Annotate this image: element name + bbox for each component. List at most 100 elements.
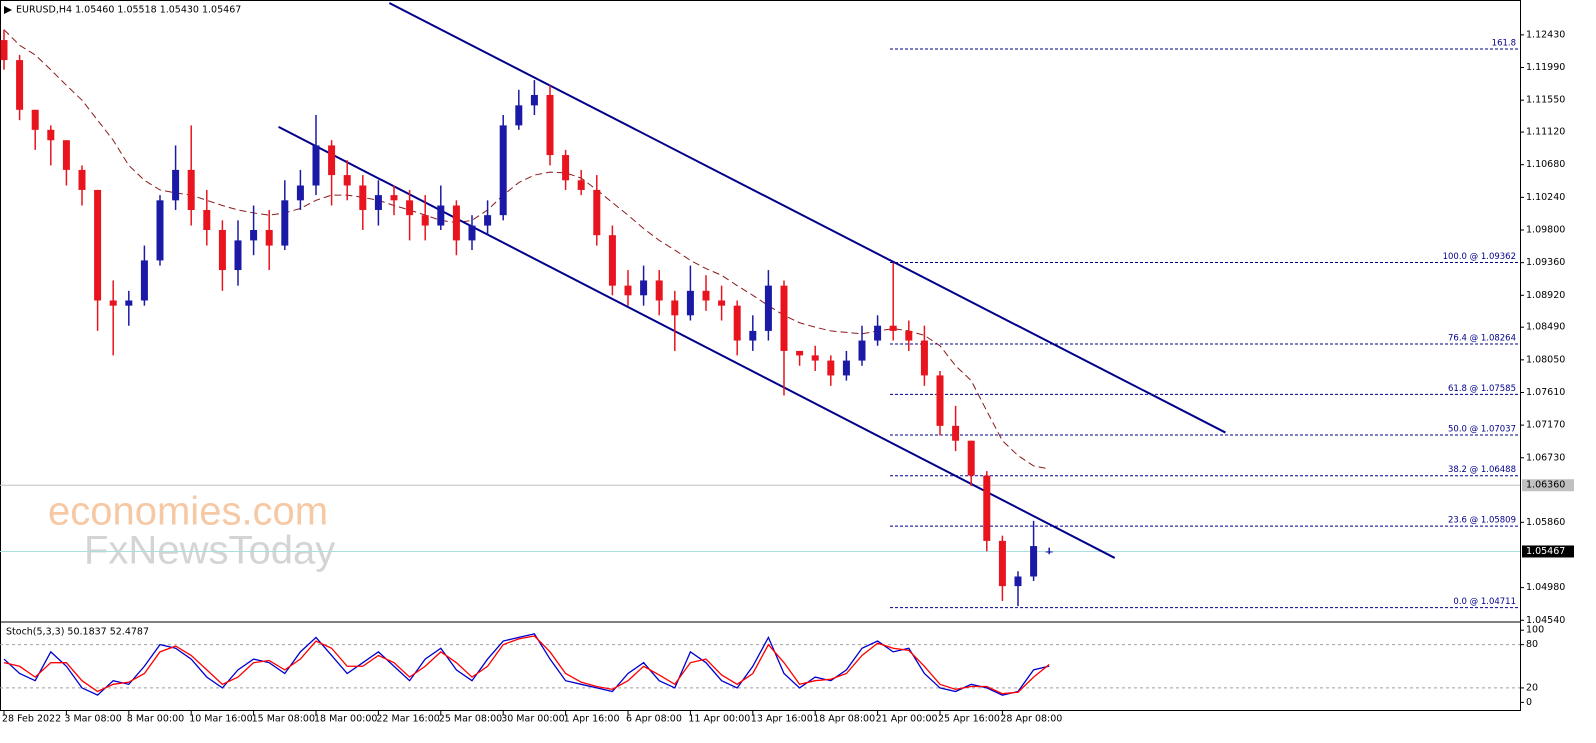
indicator-title: Stoch(5,3,3) 50.1837 52.4787: [6, 627, 149, 638]
candle-body: [47, 129, 55, 141]
watermark: economies.com: [48, 490, 328, 534]
candle-body: [250, 230, 258, 241]
candle-body: [499, 125, 507, 216]
candle-body: [780, 285, 788, 351]
fibo-label: 100.0 @ 1.09362: [1443, 252, 1516, 262]
fibo-label: 0.0 @ 1.04711: [1453, 597, 1516, 607]
candle-body: [234, 240, 242, 271]
candle-body: [593, 189, 601, 236]
candle-body: [952, 425, 960, 441]
candle-body: [406, 200, 414, 216]
y-tick-label: 1.04540: [1526, 615, 1565, 626]
y-tick-label: 1.07610: [1526, 387, 1565, 398]
candle-body: [608, 235, 616, 286]
candle-body: [374, 195, 382, 210]
fibo-label: 38.2 @ 1.06488: [1448, 465, 1516, 475]
x-tick-label: 3 Mar 08:00: [64, 714, 121, 725]
x-tick-label: 13 Apr 16:00: [751, 714, 813, 725]
y-tick-label: 0: [1526, 697, 1532, 708]
y-tick-label: 1.07170: [1526, 420, 1565, 431]
candle-body: [125, 300, 133, 306]
candle-body: [468, 225, 476, 241]
candle-body: [484, 215, 492, 226]
candle-body: [31, 109, 39, 130]
y-tick-label: 1.08920: [1526, 290, 1565, 301]
fibo-label: 61.8 @ 1.07585: [1448, 384, 1516, 394]
candle-body: [172, 169, 180, 201]
x-tick-label: 21 Apr 00:00: [876, 714, 938, 725]
candle-body: [515, 105, 523, 126]
x-tick-label: 10 Mar 16:00: [189, 714, 252, 725]
fibo-label: 161.8: [1492, 38, 1516, 48]
candle-body: [624, 285, 632, 296]
candle-body: [764, 285, 772, 331]
x-tick-label: 22 Mar 16:00: [376, 714, 439, 725]
candle-body: [218, 230, 226, 271]
candle-body: [889, 325, 897, 331]
candle-body: [640, 280, 648, 296]
candle-body: [437, 205, 445, 226]
candle-body: [343, 175, 351, 186]
trend-line: [278, 125, 1116, 559]
x-tick-label: 8 Mar 00:00: [127, 714, 184, 725]
y-tick-label: 1.10240: [1526, 192, 1565, 203]
candle-body: [62, 140, 70, 170]
price-label: 1.05467: [1526, 546, 1565, 557]
x-tick-label: 6 Apr 08:00: [626, 714, 682, 725]
candle-body: [1045, 551, 1053, 553]
y-tick-label: 1.10680: [1526, 159, 1565, 170]
candle-body: [998, 540, 1006, 587]
candle-body: [983, 475, 991, 541]
x-tick-label: 18 Mar 00:00: [314, 714, 377, 725]
candle-body: [577, 180, 585, 190]
candle-body: [827, 360, 835, 376]
stoch-line: [3, 635, 1050, 695]
candle-body: [156, 200, 164, 261]
y-tick-label: 1.05860: [1526, 517, 1565, 528]
candle-body: [858, 340, 866, 361]
candle-body: [530, 94, 538, 106]
candle-body: [718, 300, 726, 306]
y-tick-label: 1.12430: [1526, 29, 1565, 40]
chart-frame: [0, 0, 1521, 711]
candle-body: [187, 169, 195, 210]
candle-body: [874, 325, 882, 341]
x-tick-label: 1 Apr 16:00: [564, 714, 620, 725]
candle-body: [1014, 576, 1022, 587]
candle-body: [0, 40, 8, 61]
y-tick-label: 1.11990: [1526, 62, 1565, 73]
candle-body: [1030, 546, 1038, 577]
x-tick-label: 28 Apr 08:00: [1000, 714, 1062, 725]
candle-body: [78, 169, 86, 190]
y-tick-label: 1.06730: [1526, 452, 1565, 463]
candle-body: [296, 185, 304, 201]
x-tick-label: 25 Mar 08:00: [439, 714, 502, 725]
y-tick-label: 1.09800: [1526, 225, 1565, 236]
x-tick-label: 11 Apr 00:00: [688, 714, 750, 725]
candle-body: [312, 145, 320, 186]
price-label: 1.06360: [1526, 480, 1565, 491]
candle-body: [140, 260, 148, 301]
candle-body: [562, 155, 570, 181]
candle-body: [655, 280, 663, 301]
candle-body: [359, 185, 367, 210]
y-tick-label: 1.04980: [1526, 582, 1565, 593]
candle-body: [842, 360, 850, 376]
candle-body: [749, 330, 757, 341]
candle-body: [905, 330, 913, 341]
candle-body: [546, 94, 554, 156]
candle-body: [265, 230, 273, 246]
y-tick-label: 1.09360: [1526, 257, 1565, 268]
x-tick-label: 25 Apr 16:00: [938, 714, 1000, 725]
candle-body: [733, 305, 741, 341]
candle-body: [94, 189, 102, 301]
candle-body: [796, 350, 804, 356]
candle-body: [328, 145, 336, 176]
candle-body: [390, 195, 398, 201]
candle-body: [16, 60, 24, 110]
x-tick-label: 28 Feb 2022: [2, 714, 61, 725]
candle-body: [936, 375, 944, 426]
chart-title: EURUSD,H4 1.05460 1.05518 1.05430 1.0546…: [16, 5, 241, 16]
candle-body: [686, 290, 694, 316]
